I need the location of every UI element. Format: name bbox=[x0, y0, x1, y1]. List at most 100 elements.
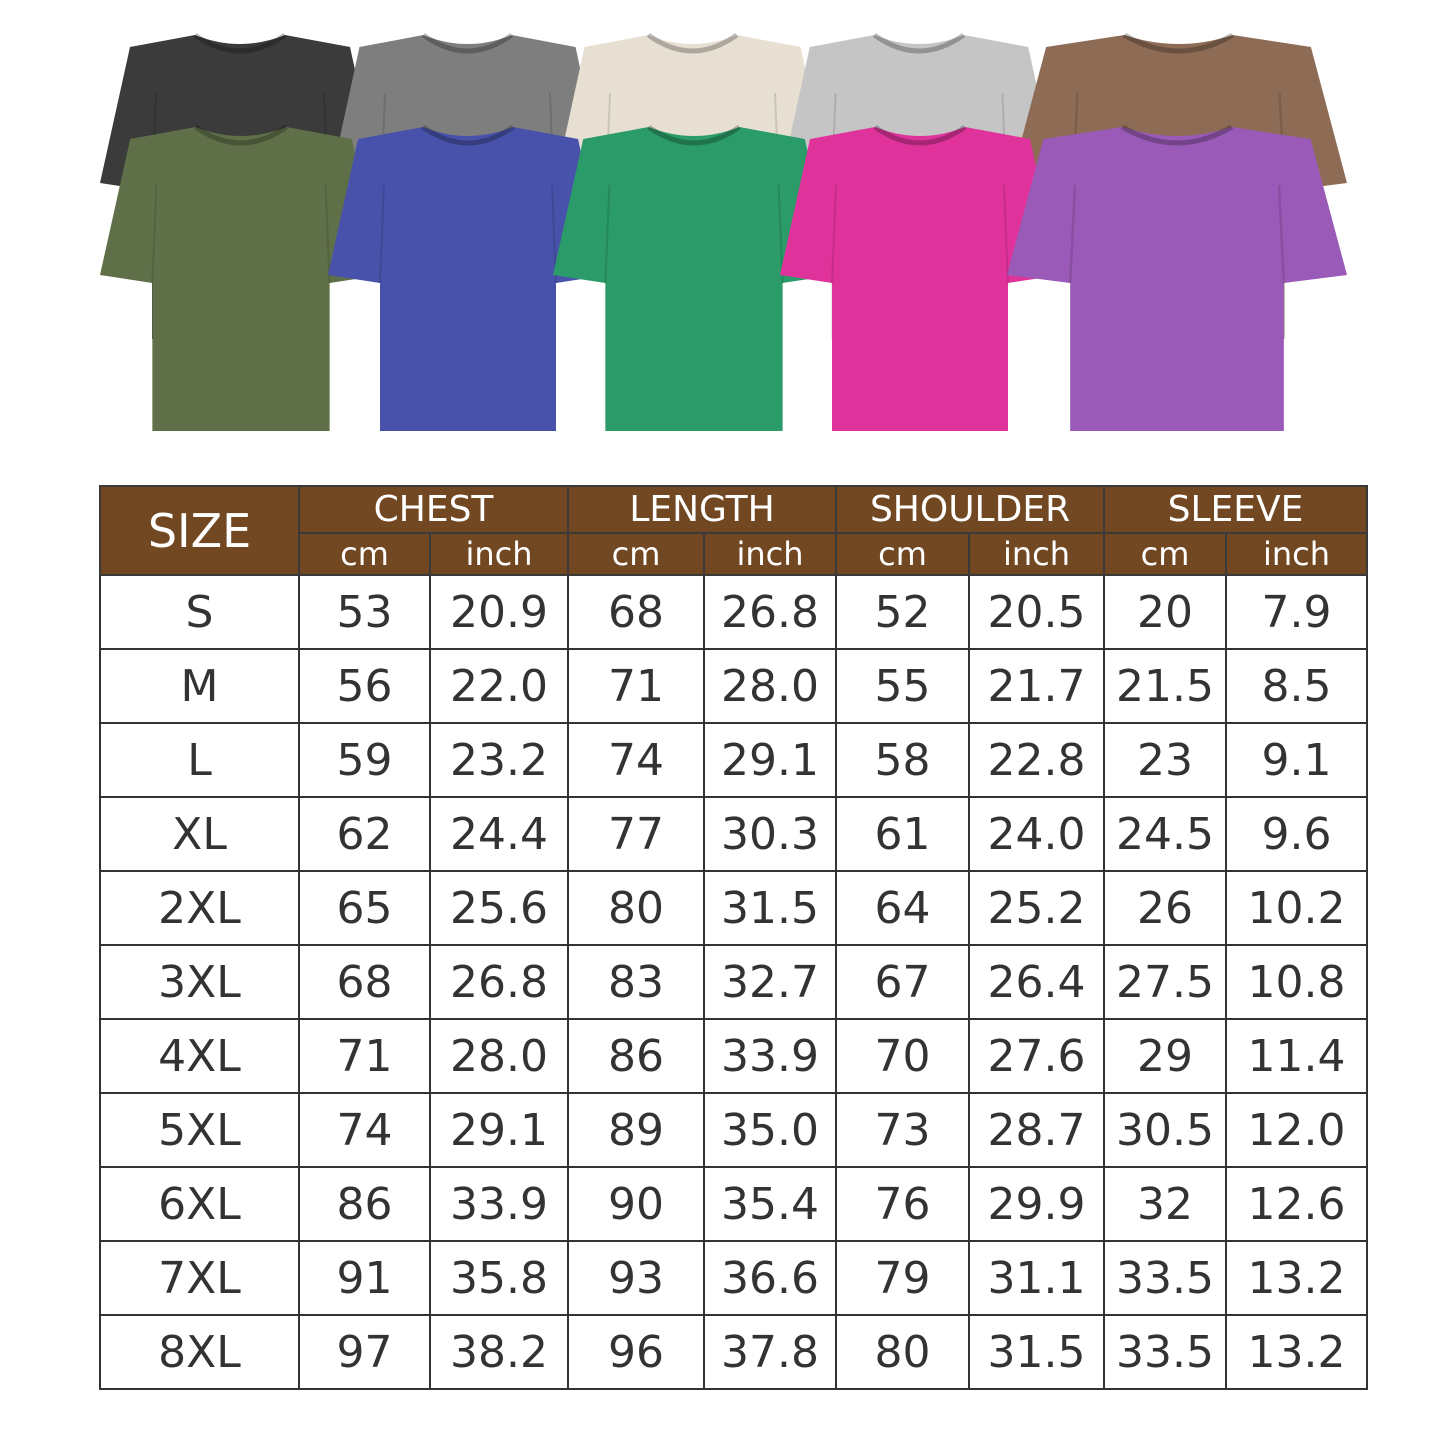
measurement-cell: 9.1 bbox=[1225, 722, 1369, 798]
measurement-cell: 58 bbox=[835, 722, 971, 798]
measurement-cell: 29.1 bbox=[428, 1092, 570, 1168]
measurement-cell: 26.8 bbox=[428, 944, 570, 1020]
measurement-cell: 89 bbox=[567, 1092, 706, 1168]
measurement-cell: 32.7 bbox=[703, 944, 838, 1020]
measurement-cell: 29 bbox=[1103, 1018, 1228, 1094]
measurement-cell: 33.5 bbox=[1103, 1240, 1228, 1316]
unit-header-cm: cm bbox=[567, 532, 706, 576]
table-row: 8XL 97 38.2 96 37.8 80 31.5 33.5 13.2 bbox=[99, 1314, 1369, 1390]
measurement-cell: 7.9 bbox=[1225, 574, 1369, 650]
measurement-cell: 31.5 bbox=[703, 870, 838, 946]
header-length: LENGTH bbox=[567, 485, 838, 534]
measurement-cell: 90 bbox=[567, 1166, 706, 1242]
measurement-cell: 37.8 bbox=[703, 1314, 838, 1390]
measurement-cell: 33.9 bbox=[428, 1166, 570, 1242]
measurement-cell: 24.0 bbox=[968, 796, 1106, 872]
measurement-cell: 26.8 bbox=[703, 574, 838, 650]
measurement-cell: 13.2 bbox=[1225, 1240, 1369, 1316]
measurement-cell: 28.0 bbox=[428, 1018, 570, 1094]
header-chest: CHEST bbox=[297, 485, 570, 534]
measurement-cell: 56 bbox=[298, 648, 431, 724]
measurement-cell: 52 bbox=[835, 574, 971, 650]
size-cell: 8XL bbox=[99, 1314, 300, 1390]
measurement-cell: 22.8 bbox=[968, 722, 1106, 798]
table-row: 7XL 91 35.8 93 36.6 79 31.1 33.5 13.2 bbox=[99, 1240, 1369, 1316]
measurement-cell: 26 bbox=[1103, 870, 1228, 946]
size-cell: 7XL bbox=[99, 1240, 300, 1316]
unit-header-inch: inch bbox=[703, 532, 838, 576]
measurement-cell: 25.6 bbox=[428, 870, 570, 946]
measurement-cell: 33.9 bbox=[703, 1018, 838, 1094]
measurement-cell: 93 bbox=[567, 1240, 706, 1316]
table-row: XL 62 24.4 77 30.3 61 24.0 24.5 9.6 bbox=[99, 796, 1369, 872]
tshirt-pink bbox=[780, 124, 1060, 433]
measurement-cell: 26.4 bbox=[968, 944, 1106, 1020]
size-cell: 2XL bbox=[99, 870, 300, 946]
table-row: S 53 20.9 68 26.8 52 20.5 20 7.9 bbox=[99, 574, 1369, 650]
measurement-cell: 68 bbox=[298, 944, 431, 1020]
measurement-cell: 97 bbox=[298, 1314, 431, 1390]
measurement-cell: 20.5 bbox=[968, 574, 1106, 650]
measurement-cell: 65 bbox=[298, 870, 431, 946]
table-row: 4XL 71 28.0 86 33.9 70 27.6 29 11.4 bbox=[99, 1018, 1369, 1094]
measurement-cell: 22.0 bbox=[428, 648, 570, 724]
measurement-cell: 30.3 bbox=[703, 796, 838, 872]
size-cell: 6XL bbox=[99, 1166, 300, 1242]
measurement-cell: 8.5 bbox=[1225, 648, 1369, 724]
measurement-cell: 33.5 bbox=[1103, 1314, 1228, 1390]
measurement-cell: 35.0 bbox=[703, 1092, 838, 1168]
measurement-cell: 31.5 bbox=[968, 1314, 1106, 1390]
measurement-cell: 74 bbox=[298, 1092, 431, 1168]
unit-header-inch: inch bbox=[968, 532, 1106, 576]
measurement-cell: 62 bbox=[298, 796, 431, 872]
table-row: M 56 22.0 71 28.0 55 21.7 21.5 8.5 bbox=[99, 648, 1369, 724]
unit-header-inch: inch bbox=[1225, 532, 1369, 576]
measurement-cell: 21.5 bbox=[1103, 648, 1228, 724]
measurement-cell: 24.5 bbox=[1103, 796, 1228, 872]
measurement-cell: 80 bbox=[835, 1314, 971, 1390]
unit-header-cm: cm bbox=[835, 532, 971, 576]
measurement-cell: 20.9 bbox=[428, 574, 570, 650]
size-cell: 3XL bbox=[99, 944, 300, 1020]
unit-header-cm: cm bbox=[298, 532, 431, 576]
measurement-cell: 86 bbox=[567, 1018, 706, 1094]
header-shoulder: SHOULDER bbox=[835, 485, 1106, 534]
measurement-cell: 64 bbox=[835, 870, 971, 946]
measurement-cell: 59 bbox=[298, 722, 431, 798]
measurement-cell: 20 bbox=[1103, 574, 1228, 650]
measurement-cell: 91 bbox=[298, 1240, 431, 1316]
measurement-cell: 77 bbox=[567, 796, 706, 872]
measurement-cell: 79 bbox=[835, 1240, 971, 1316]
measurement-cell: 10.2 bbox=[1225, 870, 1369, 946]
measurement-cell: 86 bbox=[298, 1166, 431, 1242]
size-cell: XL bbox=[99, 796, 300, 872]
measurement-cell: 12.6 bbox=[1225, 1166, 1369, 1242]
measurement-cell: 67 bbox=[835, 944, 971, 1020]
measurement-cell: 38.2 bbox=[428, 1314, 570, 1390]
unit-header-inch: inch bbox=[428, 532, 570, 576]
measurement-cell: 28.0 bbox=[703, 648, 838, 724]
measurement-cell: 74 bbox=[567, 722, 706, 798]
measurement-cell: 31.1 bbox=[968, 1240, 1106, 1316]
tshirt-olive bbox=[100, 124, 382, 433]
measurement-cell: 71 bbox=[567, 648, 706, 724]
size-cell: S bbox=[99, 574, 300, 650]
measurement-cell: 25.2 bbox=[968, 870, 1106, 946]
measurement-cell: 68 bbox=[567, 574, 706, 650]
tshirt-purple bbox=[1007, 124, 1347, 433]
measurement-cell: 21.7 bbox=[968, 648, 1106, 724]
measurement-cell: 24.4 bbox=[428, 796, 570, 872]
measurement-cell: 13.2 bbox=[1225, 1314, 1369, 1390]
measurement-cell: 96 bbox=[567, 1314, 706, 1390]
size-cell: 4XL bbox=[99, 1018, 300, 1094]
size-cell: L bbox=[99, 722, 300, 798]
measurement-cell: 11.4 bbox=[1225, 1018, 1369, 1094]
tshirt-blue bbox=[328, 124, 608, 433]
measurement-cell: 23 bbox=[1103, 722, 1228, 798]
measurement-cell: 76 bbox=[835, 1166, 971, 1242]
measurement-cell: 28.7 bbox=[968, 1092, 1106, 1168]
measurement-cell: 12.0 bbox=[1225, 1092, 1369, 1168]
measurement-cell: 83 bbox=[567, 944, 706, 1020]
measurement-cell: 53 bbox=[298, 574, 431, 650]
size-chart-table: SIZE CHEST LENGTH SHOULDER SLEEVE cm inch cm i… bbox=[99, 485, 1369, 1390]
